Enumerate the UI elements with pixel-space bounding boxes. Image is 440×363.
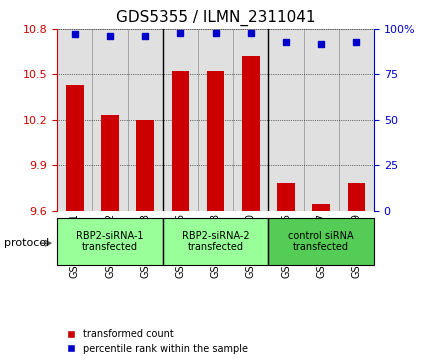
- Bar: [277, 183, 295, 211]
- Bar: [198, 29, 233, 211]
- Bar: [312, 204, 330, 211]
- Bar: [57, 29, 92, 211]
- Bar: [268, 218, 374, 265]
- Bar: [92, 29, 128, 211]
- Text: RBP2-siRNA-2
transfected: RBP2-siRNA-2 transfected: [182, 231, 249, 252]
- Bar: [233, 29, 268, 211]
- Bar: [163, 218, 268, 265]
- Bar: [339, 29, 374, 211]
- Bar: [242, 56, 260, 211]
- Bar: [57, 218, 163, 265]
- Text: RBP2-siRNA-1
transfected: RBP2-siRNA-1 transfected: [76, 231, 144, 252]
- Bar: [304, 29, 339, 211]
- Bar: [348, 183, 365, 211]
- Bar: [163, 29, 198, 211]
- Bar: [128, 29, 163, 211]
- Bar: [66, 85, 84, 211]
- Text: protocol: protocol: [4, 238, 50, 248]
- Bar: [136, 120, 154, 211]
- Bar: [268, 29, 304, 211]
- Title: GDS5355 / ILMN_2311041: GDS5355 / ILMN_2311041: [116, 10, 315, 26]
- Bar: [101, 115, 119, 211]
- Text: control siRNA
transfected: control siRNA transfected: [288, 231, 354, 252]
- Bar: [207, 72, 224, 211]
- Legend: transformed count, percentile rank within the sample: transformed count, percentile rank withi…: [62, 326, 252, 358]
- Bar: [172, 72, 189, 211]
